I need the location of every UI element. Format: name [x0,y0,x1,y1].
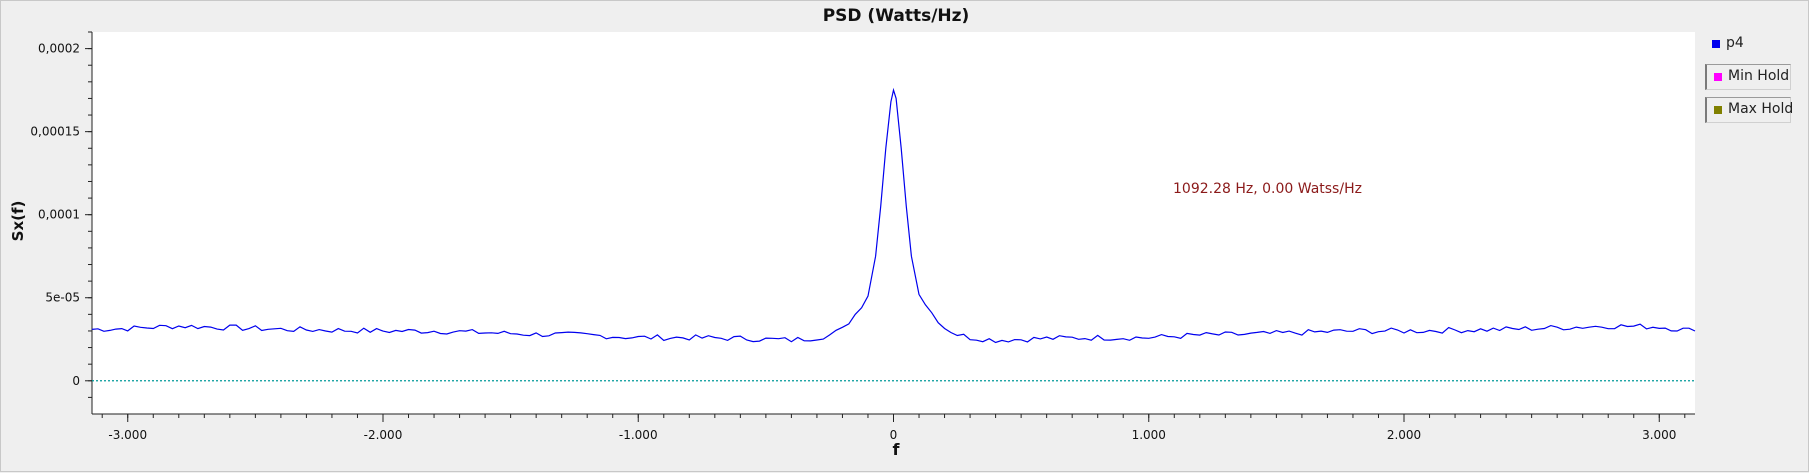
legend-label-p4: p4 [1726,35,1744,51]
y-tick-label: 0,0002 [38,42,80,56]
chart-title: PSD (Watts/Hz) [823,6,970,26]
x-tick-label: 0 [890,428,898,442]
y-tick-label: 5e-05 [45,291,80,305]
y-tick-label: 0,0001 [38,208,80,222]
x-axis-label: f [893,440,901,459]
y-tick-label: 0,00015 [30,125,80,139]
series-line-p4 [91,87,1696,344]
x-tick-label: 2.000 [1387,428,1421,442]
legend-item-max-hold[interactable]: Max Hold [1705,97,1794,123]
legend-swatch-max-hold [1714,106,1722,114]
legend-swatch-min-hold [1714,73,1722,81]
x-tick-label: -2.000 [364,428,403,442]
x-tick-label: 1.000 [1132,428,1166,442]
marker-readout: 1092.28 Hz, 0.00 Watss/Hz [1173,181,1362,197]
plot-canvas[interactable] [92,32,1695,414]
x-tick-label: -1.000 [619,428,658,442]
legend-item-min-hold[interactable]: Min Hold [1705,64,1791,90]
x-tick-label: 3.000 [1642,428,1676,442]
x-tick-label: -3.000 [108,428,147,442]
legend-label-min-hold: Min Hold [1728,68,1790,84]
legend-swatch-p4 [1712,40,1720,48]
legend-label-max-hold: Max Hold [1728,101,1794,117]
legend-item-p4[interactable]: p4 [1705,32,1791,58]
y-tick-label: 0 [72,374,80,388]
y-axis-label: Sx(f) [9,201,27,242]
